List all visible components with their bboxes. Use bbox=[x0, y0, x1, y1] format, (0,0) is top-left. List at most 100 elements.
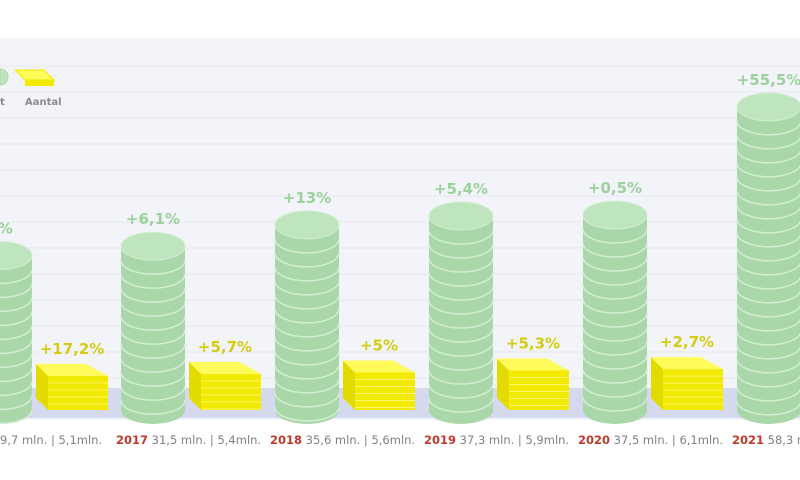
coin-rim bbox=[0, 283, 33, 299]
coin-rim bbox=[736, 330, 800, 346]
coin-rim bbox=[274, 392, 340, 408]
block-stack-top bbox=[343, 360, 415, 373]
coin-rim bbox=[736, 386, 800, 402]
coin-rim bbox=[428, 243, 494, 259]
coin-rim bbox=[274, 252, 340, 268]
coin-rim bbox=[274, 308, 340, 324]
coin-rim bbox=[582, 256, 648, 272]
coin-rim bbox=[120, 372, 186, 387]
block-stack-2020 bbox=[651, 357, 723, 410]
coin-stack-2019 bbox=[428, 201, 494, 424]
coin-rim bbox=[428, 285, 494, 301]
coin-stack-top bbox=[0, 241, 33, 271]
coin-rim bbox=[120, 288, 186, 303]
coin-stack-2016 bbox=[0, 241, 33, 425]
coin-stack-body bbox=[121, 246, 185, 424]
legend-count-label: Aantal bbox=[25, 97, 62, 108]
block-stack-top bbox=[189, 361, 261, 374]
value-growth-label: +6,1% bbox=[126, 210, 180, 228]
coin-stack-2018 bbox=[274, 210, 340, 424]
coin-stack-top bbox=[120, 231, 186, 261]
coin-stack-top bbox=[274, 210, 340, 240]
coin-rim bbox=[0, 311, 33, 327]
coin-rim bbox=[736, 400, 800, 416]
block-stack-2017 bbox=[189, 361, 261, 410]
coin-rim bbox=[120, 344, 186, 359]
coin-rim bbox=[736, 246, 800, 262]
block-stack-side bbox=[36, 363, 48, 410]
coin-rim bbox=[428, 383, 494, 399]
coin-stack-top bbox=[428, 201, 494, 231]
bar-caption: 2018 35,6 mln. | 5,6mln. bbox=[270, 433, 415, 447]
coin-rim bbox=[120, 260, 186, 275]
count-growth-label: +2,7% bbox=[660, 333, 714, 351]
bar-caption: 9,7 mln. | 5,1mln. bbox=[0, 433, 102, 447]
block-stack-side bbox=[343, 360, 355, 410]
caption-year: 2021 bbox=[732, 433, 764, 447]
coin-rim bbox=[736, 134, 800, 150]
coin-stack-2021 bbox=[736, 92, 800, 424]
caption-values: 58,3 ml bbox=[764, 433, 800, 447]
caption-values: 9,7 mln. | 5,1mln. bbox=[0, 433, 102, 447]
coin-stack-body bbox=[737, 106, 800, 424]
block-stack-side bbox=[189, 361, 201, 410]
block-stack-2019 bbox=[497, 358, 569, 410]
coin-rim bbox=[736, 218, 800, 234]
legend: t Aantal bbox=[0, 68, 62, 108]
coin-rim bbox=[428, 369, 494, 385]
coin-rim bbox=[582, 340, 648, 356]
coin-rim bbox=[120, 330, 186, 345]
value-growth-label: +13% bbox=[283, 189, 331, 207]
coin-rim bbox=[274, 336, 340, 352]
coin-stack-2017 bbox=[120, 231, 186, 424]
caption-values: 37,5 mln. | 6,1mln. bbox=[610, 433, 723, 447]
coin-rim bbox=[120, 316, 186, 331]
coin-rim bbox=[120, 274, 186, 289]
block-stack-2018 bbox=[343, 360, 415, 410]
coin-rim bbox=[274, 238, 340, 254]
coin-rim bbox=[274, 266, 340, 282]
coin-rim bbox=[0, 339, 33, 355]
coin-rim bbox=[274, 350, 340, 366]
coin-rim bbox=[582, 242, 648, 258]
coin-rim bbox=[0, 381, 33, 397]
count-growth-label: +5% bbox=[360, 336, 398, 354]
coin-rim bbox=[582, 270, 648, 286]
coin-rim bbox=[736, 204, 800, 220]
coin-rim bbox=[274, 406, 340, 422]
coin-rim bbox=[582, 284, 648, 300]
coin-rim bbox=[120, 386, 186, 401]
bar-caption: 2019 37,3 mln. | 5,9mln. bbox=[424, 433, 569, 447]
bar-caption: 2021 58,3 ml bbox=[732, 433, 800, 447]
coin-rim bbox=[120, 302, 186, 317]
coin-rim bbox=[428, 271, 494, 287]
coin-rim bbox=[428, 299, 494, 315]
coin-rim bbox=[274, 364, 340, 380]
coin-rim bbox=[0, 367, 33, 383]
block-stack-front bbox=[48, 375, 108, 410]
block-stack-side bbox=[497, 358, 509, 410]
coin-rim bbox=[582, 298, 648, 314]
chart-marks: 4% +17,2% +6,1% +5,7% +13% +5% +5,4% +5,3% +0,5%… bbox=[0, 71, 800, 425]
coin-rim bbox=[736, 344, 800, 360]
coin-rim bbox=[428, 229, 494, 245]
block-stack-top bbox=[651, 357, 723, 370]
block-stack-top bbox=[36, 363, 108, 376]
coin-rim bbox=[582, 382, 648, 398]
legend-count-swatch-front bbox=[25, 80, 54, 86]
count-growth-label: +5,7% bbox=[198, 338, 252, 356]
coin-rim bbox=[736, 190, 800, 206]
coin-rim bbox=[736, 120, 800, 136]
coin-rim bbox=[120, 400, 186, 415]
value-growth-label: 4% bbox=[0, 220, 13, 238]
legend-value-swatch-icon bbox=[0, 68, 9, 86]
caption-year: 2018 bbox=[270, 433, 302, 447]
coin-rim bbox=[0, 409, 33, 425]
coin-rim bbox=[582, 396, 648, 412]
coin-rim bbox=[736, 176, 800, 192]
caption-values: 35,6 mln. | 5,6mln. bbox=[302, 433, 415, 447]
coin-rim bbox=[0, 325, 33, 341]
caption-year: 2020 bbox=[578, 433, 610, 447]
coin-stack-2020 bbox=[582, 200, 648, 424]
